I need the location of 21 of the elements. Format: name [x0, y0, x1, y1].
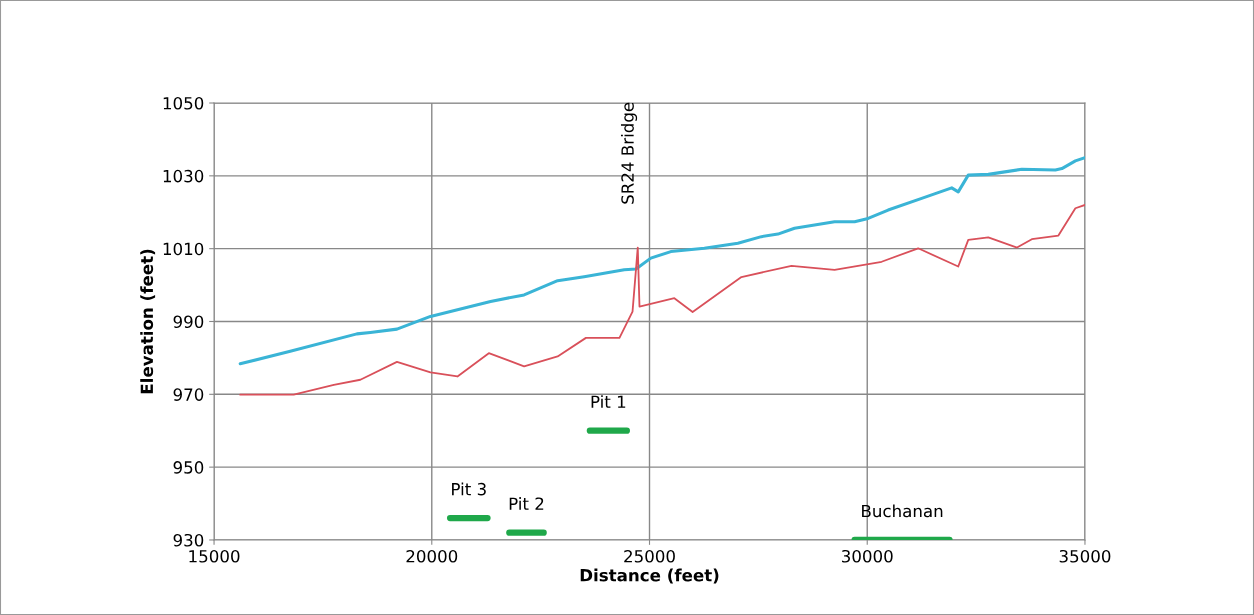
x-tick-label: 20000 — [406, 549, 458, 563]
y-tick-label: 930 — [173, 533, 204, 547]
y-axis-title: Elevation (feet) — [140, 249, 156, 394]
x-tick-label: 25000 — [624, 549, 675, 563]
series-label: Pit 1 — [591, 395, 626, 408]
annotation: SR24 Bridge — [620, 102, 638, 204]
y-tick-label: 950 — [173, 461, 204, 474]
y-tick-label: 990 — [173, 315, 204, 329]
series-label: Buchanan — [862, 504, 943, 518]
x-tick-label: 35000 — [1059, 549, 1111, 563]
y-tick-label: 1010 — [163, 242, 204, 256]
y-tick-label: 1030 — [163, 169, 204, 183]
y-tick-label: 970 — [173, 388, 204, 401]
series-label: Pit 3 — [452, 482, 486, 496]
x-tick-label: 15000 — [189, 549, 240, 563]
y-tick-label: 1050 — [163, 96, 204, 110]
line-series — [239, 204, 1085, 396]
line-series — [238, 156, 1085, 366]
x-tick-label: 30000 — [842, 549, 893, 563]
series-label: Pit 2 — [509, 497, 544, 510]
x-axis-title: Distance (feet) — [580, 568, 719, 584]
